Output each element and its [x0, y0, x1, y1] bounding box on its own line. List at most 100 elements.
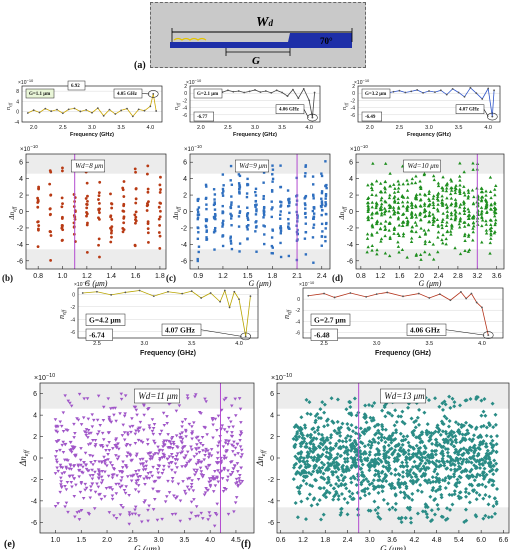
e-point [127, 493, 131, 497]
e-point [178, 519, 183, 523]
c-point [287, 222, 290, 225]
c-point [230, 214, 233, 218]
c-point [246, 216, 249, 220]
f-point [431, 479, 436, 484]
f-point [367, 452, 372, 457]
b-point [146, 222, 150, 225]
b-point [61, 224, 64, 227]
f-point [490, 483, 495, 488]
e-point [58, 490, 62, 494]
f-point [479, 398, 484, 403]
mini-b-point [38, 111, 41, 114]
e-point [227, 425, 231, 429]
mini-c-value-label-box [193, 111, 214, 122]
c-ytick-label: -2 [181, 225, 187, 232]
e-point [86, 436, 90, 440]
d-point [462, 211, 467, 215]
f-point [397, 472, 402, 477]
f-point [304, 397, 309, 402]
mini-c-exponent: ×10−10 [186, 78, 202, 86]
mini-c-value-label: -6.77 [197, 115, 208, 120]
mini-b-g-label-box [25, 88, 55, 99]
f-point [358, 455, 363, 460]
e-point [53, 418, 58, 422]
d-point [484, 228, 489, 232]
f-ytick-label: 6 [270, 391, 274, 398]
d-point [370, 232, 374, 236]
e-point [150, 455, 155, 459]
f-point [461, 423, 466, 428]
d-band-bottom [356, 249, 504, 269]
e-point [125, 475, 130, 479]
b-point [85, 214, 88, 218]
c-point [279, 204, 283, 207]
e-point [152, 423, 157, 427]
e-point [200, 475, 205, 479]
f-point [354, 442, 359, 447]
b-ytick-label: 4 [19, 176, 23, 183]
f-point [367, 465, 372, 470]
e-point [72, 436, 76, 440]
c-point [295, 195, 298, 198]
d-xtick-label: 2.4 [434, 273, 444, 280]
c-point [324, 194, 328, 198]
f-point [383, 427, 388, 432]
e-point [119, 504, 123, 508]
mini-f-point [375, 293, 378, 296]
d-point [427, 219, 432, 223]
f-point [469, 460, 474, 465]
f-point [446, 481, 451, 486]
f-point [365, 486, 370, 491]
f-point [358, 426, 363, 431]
e-point [185, 461, 189, 465]
mini-c-point [292, 88, 294, 91]
f-point [415, 488, 420, 493]
e-point [176, 446, 180, 450]
c-xtick-label: 0.9 [193, 273, 203, 280]
b-point [60, 196, 64, 200]
e-point [142, 477, 146, 481]
e-point [230, 435, 235, 439]
d-point [458, 218, 462, 222]
f-point [392, 423, 397, 428]
d-point [388, 235, 392, 239]
e-point [136, 484, 141, 488]
f-point [427, 455, 432, 460]
e-point [236, 452, 240, 456]
c-point [262, 207, 266, 210]
c-point [262, 171, 266, 174]
b-point [49, 212, 52, 216]
d-point [387, 221, 392, 225]
f-point [451, 444, 456, 449]
e-point [108, 461, 113, 465]
f-point [360, 462, 365, 467]
f-point [297, 459, 302, 464]
e-point [127, 522, 132, 526]
f-point [347, 468, 352, 473]
e-point [157, 490, 161, 494]
mini-f-xtick-label: 2.5 [320, 341, 328, 347]
d-point [472, 195, 476, 199]
mini-e-value-label: -6.74 [89, 331, 105, 340]
d-point [436, 250, 440, 254]
e-point [196, 461, 201, 465]
f-point [311, 444, 316, 449]
f-point [434, 448, 439, 453]
f-point [394, 443, 399, 448]
e-point [151, 432, 156, 436]
e-point [63, 394, 67, 398]
f-point [452, 489, 457, 494]
mini-c-point [248, 90, 251, 93]
c-point [196, 210, 200, 214]
d-point [396, 240, 400, 244]
d-point [375, 230, 379, 234]
e-point [170, 468, 174, 472]
c-point [271, 168, 275, 171]
f-point [392, 486, 397, 491]
mini-c-point [308, 99, 311, 102]
f-point [489, 514, 494, 519]
b-ytick-label: -2 [17, 225, 23, 232]
f-point [380, 479, 385, 484]
b-xtick-label: 1.0 [58, 273, 68, 280]
f-point [374, 431, 379, 436]
